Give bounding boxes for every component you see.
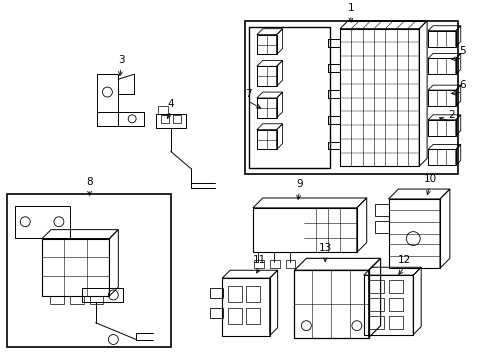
Bar	[96, 74, 118, 126]
Bar	[256, 66, 276, 86]
Text: 2: 2	[447, 110, 454, 120]
Bar	[245, 286, 259, 302]
Bar	[387, 298, 403, 311]
Bar	[368, 298, 383, 311]
Text: 4: 4	[167, 99, 174, 109]
Text: 7: 7	[244, 89, 251, 99]
Text: 6: 6	[459, 80, 465, 90]
Bar	[427, 31, 455, 46]
Text: 1: 1	[347, 3, 353, 13]
Bar	[7, 194, 170, 347]
Bar	[210, 308, 223, 318]
Bar	[368, 316, 383, 329]
Bar	[50, 296, 64, 304]
Bar	[269, 260, 279, 268]
Bar	[363, 275, 412, 334]
Bar	[256, 130, 276, 149]
Bar	[285, 260, 295, 268]
Bar	[222, 278, 269, 336]
Bar	[228, 308, 242, 324]
Text: 5: 5	[459, 46, 465, 57]
Bar	[172, 115, 180, 123]
Bar	[387, 199, 439, 268]
Bar	[245, 308, 259, 324]
Bar	[339, 29, 418, 166]
Bar	[158, 106, 167, 114]
Bar	[15, 206, 70, 238]
Bar	[70, 296, 83, 304]
Text: 11: 11	[253, 255, 266, 265]
Bar	[210, 288, 223, 298]
Bar	[294, 270, 368, 338]
Bar	[248, 27, 329, 168]
Bar	[368, 280, 383, 293]
Bar	[427, 149, 455, 165]
Text: 9: 9	[296, 179, 302, 189]
Bar	[427, 90, 455, 106]
Bar	[256, 35, 276, 54]
Text: 13: 13	[318, 243, 331, 253]
Text: 12: 12	[397, 255, 410, 265]
Text: 3: 3	[118, 55, 124, 66]
Bar	[253, 260, 263, 268]
Bar	[427, 120, 455, 136]
Bar	[89, 296, 103, 304]
Bar	[244, 21, 457, 174]
Bar	[96, 112, 144, 126]
Bar	[42, 239, 109, 296]
Bar	[374, 221, 389, 233]
Bar	[228, 286, 242, 302]
Bar	[252, 208, 356, 252]
Bar	[387, 316, 403, 329]
Text: 10: 10	[423, 174, 436, 184]
Bar	[374, 204, 389, 216]
Bar	[156, 114, 185, 128]
Text: 8: 8	[86, 177, 93, 187]
Bar	[256, 98, 276, 118]
Bar	[427, 58, 455, 74]
Bar	[387, 280, 403, 293]
Bar	[81, 288, 123, 302]
Bar	[161, 115, 168, 123]
